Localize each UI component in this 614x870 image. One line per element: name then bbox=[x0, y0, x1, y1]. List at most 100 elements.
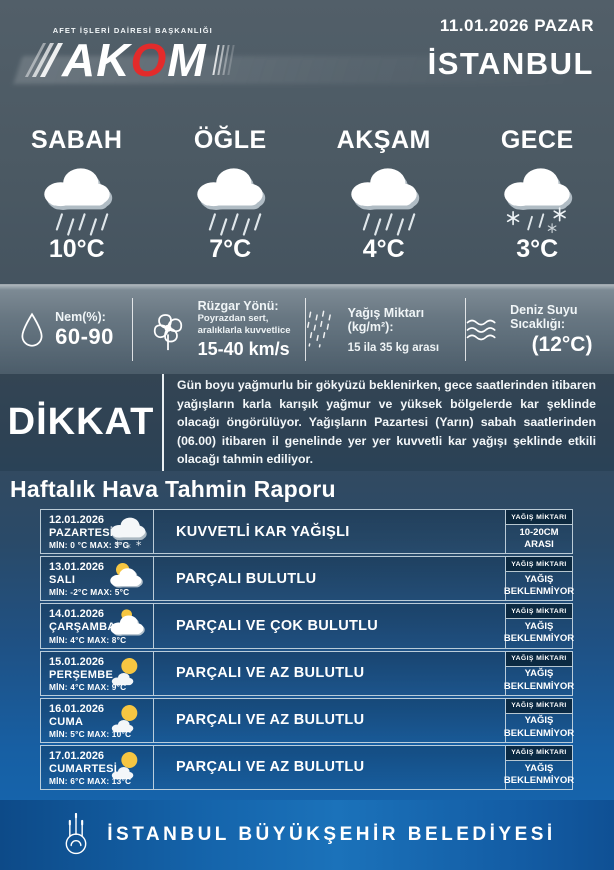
city-name: İSTANBUL bbox=[428, 46, 594, 82]
row-day: CUMARTESİ bbox=[49, 762, 118, 775]
amount-value: YAĞIŞ BEKLENMİYOR bbox=[503, 621, 575, 645]
amount-header: YAĞIŞ MİKTARI bbox=[506, 510, 572, 525]
wind-desc-1: Poyrazdan sert, bbox=[197, 313, 269, 325]
condition-cell: PARÇALI BULUTLU bbox=[154, 557, 506, 601]
humidity-stat: Nem(%): 60-90 bbox=[0, 285, 132, 374]
row-day: PERŞEMBE bbox=[49, 668, 114, 681]
date-cell: 17.01.2026 CUMARTESİ MİN: 6°C MAX: 13°C bbox=[41, 745, 154, 790]
day-part-temp: 3°C bbox=[516, 235, 559, 263]
condition-cell: PARÇALI VE AZ BULUTLU bbox=[154, 651, 506, 695]
akom-wordmark: AK O M bbox=[62, 37, 207, 83]
day-part-card-ogle: ÖĞLE 7°C bbox=[154, 126, 308, 284]
day-part-label: AKŞAM bbox=[336, 126, 431, 154]
amount-header: YAĞIŞ MİKTARI bbox=[506, 557, 572, 573]
row-date: 16.01.2026 bbox=[49, 702, 105, 715]
day-part-label: GECE bbox=[500, 126, 574, 154]
day-part-label: SABAH bbox=[31, 126, 123, 154]
date-cell: 14.01.2026 ÇARŞAMBA MİN: 4°C MAX: 8°C bbox=[41, 604, 154, 648]
row-date: 14.01.2026 bbox=[49, 608, 105, 621]
amount-value: YAĞIŞ BEKLENMİYOR bbox=[503, 668, 575, 692]
row-minmax: MİN: 4°C MAX: 8°C bbox=[49, 634, 127, 645]
date-cell: 13.01.2026 SALI MİN: -2°C MAX: 5°C bbox=[41, 557, 154, 601]
condition-cell: PARÇALI VE ÇOK BULUTLU bbox=[154, 604, 506, 648]
row-day: CUMA bbox=[49, 715, 84, 728]
amount-header: YAĞIŞ MİKTARI bbox=[506, 651, 572, 667]
municipality-name: İSTANBUL BÜYÜKŞEHİR BELEDİYESİ bbox=[107, 824, 556, 845]
table-row-sali: 13.01.2026 SALI MİN: -2°C MAX: 5°C PARÇA… bbox=[40, 556, 575, 602]
agency-name: AFET İŞLERİ DAİRESİ BAŞKANLIĞI bbox=[52, 26, 213, 35]
day-parts-row: SABAH 10°C ÖĞLE 7°C AKŞAM bbox=[0, 112, 614, 284]
akom-letters-ak: AK bbox=[62, 34, 131, 86]
sun-cloud-icon bbox=[111, 657, 138, 685]
table-row-pazartesi: 12.01.2026 PAZARTESİ MİN: 0 °C MAX: 3°C … bbox=[40, 509, 573, 555]
day-part-card-sabah: SABAH 10°C bbox=[0, 126, 154, 284]
akom-logo: AFET İŞLERİ DAİRESİ BAŞKANLIĞI AK O M bbox=[24, 26, 235, 83]
row-minmax: MİN: -2°C MAX: 5°C bbox=[49, 587, 130, 598]
condition-cell: PARÇALI VE AZ BULUTLU bbox=[154, 745, 506, 790]
day-part-temp: 10°C bbox=[48, 235, 105, 263]
partly-cloudy-icon bbox=[110, 563, 143, 588]
amount-header: YAĞIŞ MİKTARI bbox=[506, 745, 572, 761]
sea-temp-stat: Deniz Suyu Sıcaklığı: (12°C) bbox=[464, 285, 614, 374]
row-minmax: MİN: 6°C MAX: 13°C bbox=[49, 776, 132, 787]
row-day: PAZARTESİ bbox=[49, 527, 114, 540]
report-date: 11.01.2026 PAZAR bbox=[439, 16, 594, 35]
row-date: 17.01.2026 bbox=[49, 749, 105, 762]
amount-cell: YAĞIŞ MİKTARI YAĞIŞ BEKLENMİYOR bbox=[503, 651, 575, 695]
sea-temp-value: (12°C) bbox=[531, 332, 593, 356]
wind-desc-2: aralıklarla kuvvetlice bbox=[197, 325, 291, 336]
wind-stat: Rüzgar Yönü: Poyrazdan sert, aralıklarla… bbox=[132, 285, 305, 374]
footer: İSTANBUL BÜYÜKŞEHİR BELEDİYESİ bbox=[0, 800, 614, 870]
header: AFET İŞLERİ DAİRESİ BAŞKANLIĞI AK O M 11.0… bbox=[0, 0, 614, 112]
amount-cell: YAĞIŞ MİKTARI YAĞIŞ BEKLENMİYOR bbox=[503, 745, 575, 789]
day-part-temp: 4°C bbox=[362, 235, 405, 263]
row-date: 12.01.2026 bbox=[49, 514, 105, 526]
table-row-cumartesi: 17.01.2026 CUMARTESİ MİN: 6°C MAX: 13°C … bbox=[40, 744, 575, 791]
table-row-cuma: 16.01.2026 CUMA MİN: 5°C MAX: 10°C PARÇA… bbox=[40, 697, 575, 743]
row-date: 13.01.2026 bbox=[49, 561, 105, 574]
warning-text: Gün boyu yağmurlu bir gökyüzü beklenirke… bbox=[162, 374, 600, 471]
sun-cloud-icon bbox=[111, 751, 138, 780]
row-minmax: MİN: 4°C MAX: 9°C bbox=[49, 681, 127, 692]
amount-cell: YAĞIŞ MİKTARI YAĞIŞ BEKLENMİYOR bbox=[503, 698, 575, 742]
amount-value: YAĞIŞ BEKLENMİYOR bbox=[503, 715, 575, 739]
weekly-report-title: Haftalık Hava Tahmin Raporu bbox=[10, 475, 336, 502]
row-minmax: MİN: 0 °C MAX: 3°C bbox=[49, 540, 129, 551]
snow-cloud-icon bbox=[110, 517, 147, 549]
sea-temp-label: Deniz Suyu Sıcaklığı: bbox=[510, 302, 578, 331]
row-day: SALI bbox=[49, 574, 76, 587]
table-row-persembe: 15.01.2026 PERŞEMBE MİN: 4°C MAX: 9°C PA… bbox=[40, 650, 575, 696]
day-part-card-gece: GECE 3°C bbox=[461, 126, 614, 284]
precipitation-value: 15 ila 35 kg arası bbox=[347, 341, 440, 354]
weekly-table: 12.01.2026 PAZARTESİ MİN: 0 °C MAX: 3°C … bbox=[40, 509, 575, 791]
wind-label: Rüzgar Yönü: bbox=[197, 299, 279, 314]
amount-value: YAĞIŞ BEKLENMİYOR bbox=[503, 573, 575, 598]
date-cell: 16.01.2026 CUMA MİN: 5°C MAX: 10°C bbox=[41, 698, 154, 742]
rain-cloud-icon bbox=[351, 168, 419, 236]
rain-cloud-icon bbox=[44, 168, 112, 236]
warning-section: DİKKAT Gün boyu yağmurlu bir gökyüzü bek… bbox=[0, 374, 614, 471]
stats-bar: Nem(%): 60-90 Rüzgar Yönü: Poyrazdan ser… bbox=[0, 284, 614, 374]
row-date: 15.01.2026 bbox=[49, 655, 105, 668]
condition-cell: PARÇALI VE AZ BULUTLU bbox=[154, 698, 506, 742]
wind-value: 15-40 km/s bbox=[197, 338, 290, 359]
water-drop-icon bbox=[21, 312, 43, 347]
sun-cloud-icon bbox=[111, 704, 138, 733]
warning-title: DİKKAT bbox=[7, 401, 155, 443]
date-cell: 12.01.2026 PAZARTESİ MİN: 0 °C MAX: 3°C bbox=[41, 510, 154, 554]
sleet-cloud-icon bbox=[504, 168, 573, 234]
amount-cell: YAĞIŞ MİKTARI 10-20CM ARASI bbox=[506, 510, 572, 553]
table-row-carsamba: 14.01.2026 ÇARŞAMBA MİN: 4°C MAX: 8°C PA… bbox=[40, 603, 575, 649]
amount-value: YAĞIŞ BEKLENMİYOR bbox=[503, 762, 575, 786]
ibb-emblem-icon bbox=[65, 813, 87, 855]
waves-icon bbox=[466, 319, 496, 340]
rain-cloud-icon bbox=[197, 168, 266, 236]
date-cell: 15.01.2026 PERŞEMBE MİN: 4°C MAX: 9°C bbox=[41, 651, 154, 695]
amount-cell: YAĞIŞ MİKTARI YAĞIŞ BEKLENMİYOR bbox=[503, 557, 575, 600]
row-minmax: MİN: 5°C MAX: 10°C bbox=[49, 728, 132, 739]
speed-lines-right-icon bbox=[211, 45, 235, 75]
akom-letter-o: O bbox=[130, 34, 168, 86]
amount-header: YAĞIŞ MİKTARI bbox=[506, 604, 572, 620]
humidity-label: Nem(%): bbox=[55, 309, 106, 324]
akom-letter-m: M bbox=[167, 34, 207, 86]
